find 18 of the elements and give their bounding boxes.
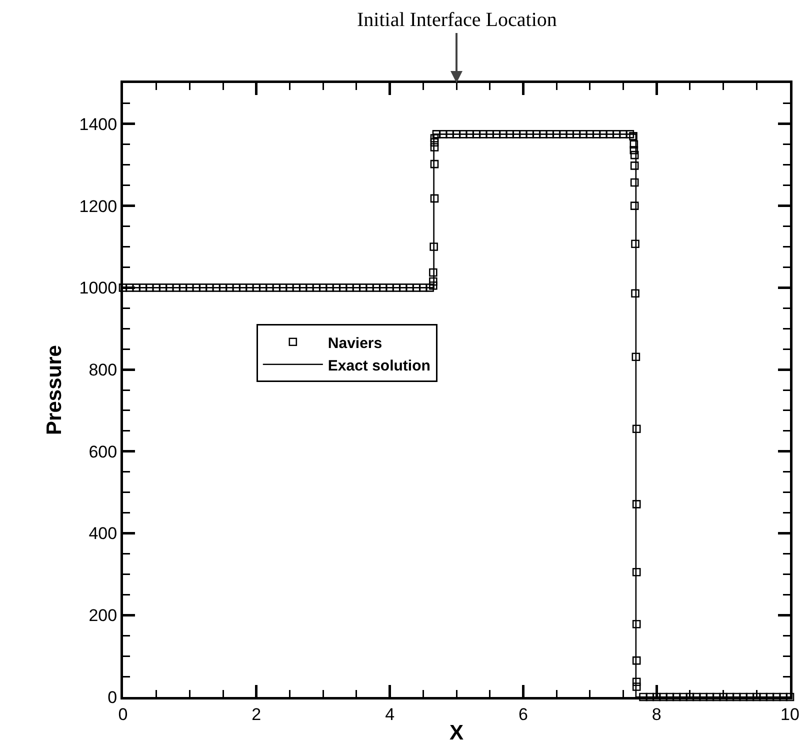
legend-label: Exact solution	[328, 357, 430, 374]
y-tick-label: 1000	[79, 278, 118, 298]
x-axis-title: X	[449, 721, 464, 744]
y-tick-label: 800	[88, 360, 118, 380]
y-tick-label: 1400	[79, 114, 118, 134]
x-tick-label: 6	[518, 704, 528, 724]
x-tick-label: 4	[385, 704, 395, 724]
y-tick-label: 200	[88, 606, 118, 626]
y-tick-label: 600	[88, 442, 118, 462]
x-tick-label: 10	[780, 704, 800, 724]
y-tick-label: 0	[108, 688, 118, 707]
x-tick-label: 8	[652, 704, 662, 724]
legend-label: Naviers	[328, 334, 382, 352]
y-tick-label: 1200	[79, 196, 118, 216]
y-tick-label: 400	[88, 524, 118, 544]
text: Initial Interface Location	[357, 9, 557, 31]
x-tick-label: 2	[252, 704, 262, 724]
y-axis-title: Pressure	[43, 345, 66, 435]
